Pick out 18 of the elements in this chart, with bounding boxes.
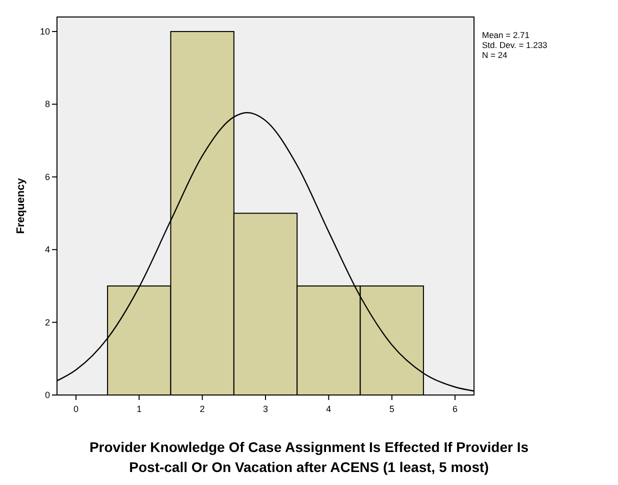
y-tick-label: 10	[40, 26, 50, 37]
y-tick-label: 6	[44, 172, 50, 182]
x-tick-label: 0	[73, 404, 78, 414]
x-tick-label: 4	[326, 404, 332, 414]
x-axis-title: Provider Knowledge Of Case Assignment Is Effected If Provider Is Post-call Or On Vacation after ACENS (1 least, 5 most)	[89, 439, 529, 475]
y-tick-label: 8	[44, 99, 50, 110]
y-axis-title: Frequency	[15, 177, 27, 234]
x-tick-label: 5	[389, 404, 394, 414]
x-tick-label: 2	[200, 404, 205, 414]
x-tick-label: 3	[262, 404, 268, 414]
text: Std. Dev. = 1.233	[482, 40, 548, 50]
x-tick-label: 6	[452, 404, 458, 414]
y-tick-label: 4	[44, 244, 50, 255]
y-tick-label: 2	[44, 317, 50, 328]
x-tick-label: 1	[136, 404, 142, 414]
text: Mean = 2.71	[482, 30, 530, 40]
y-tick-label: 0	[44, 390, 50, 400]
text: N = 24	[482, 50, 508, 60]
